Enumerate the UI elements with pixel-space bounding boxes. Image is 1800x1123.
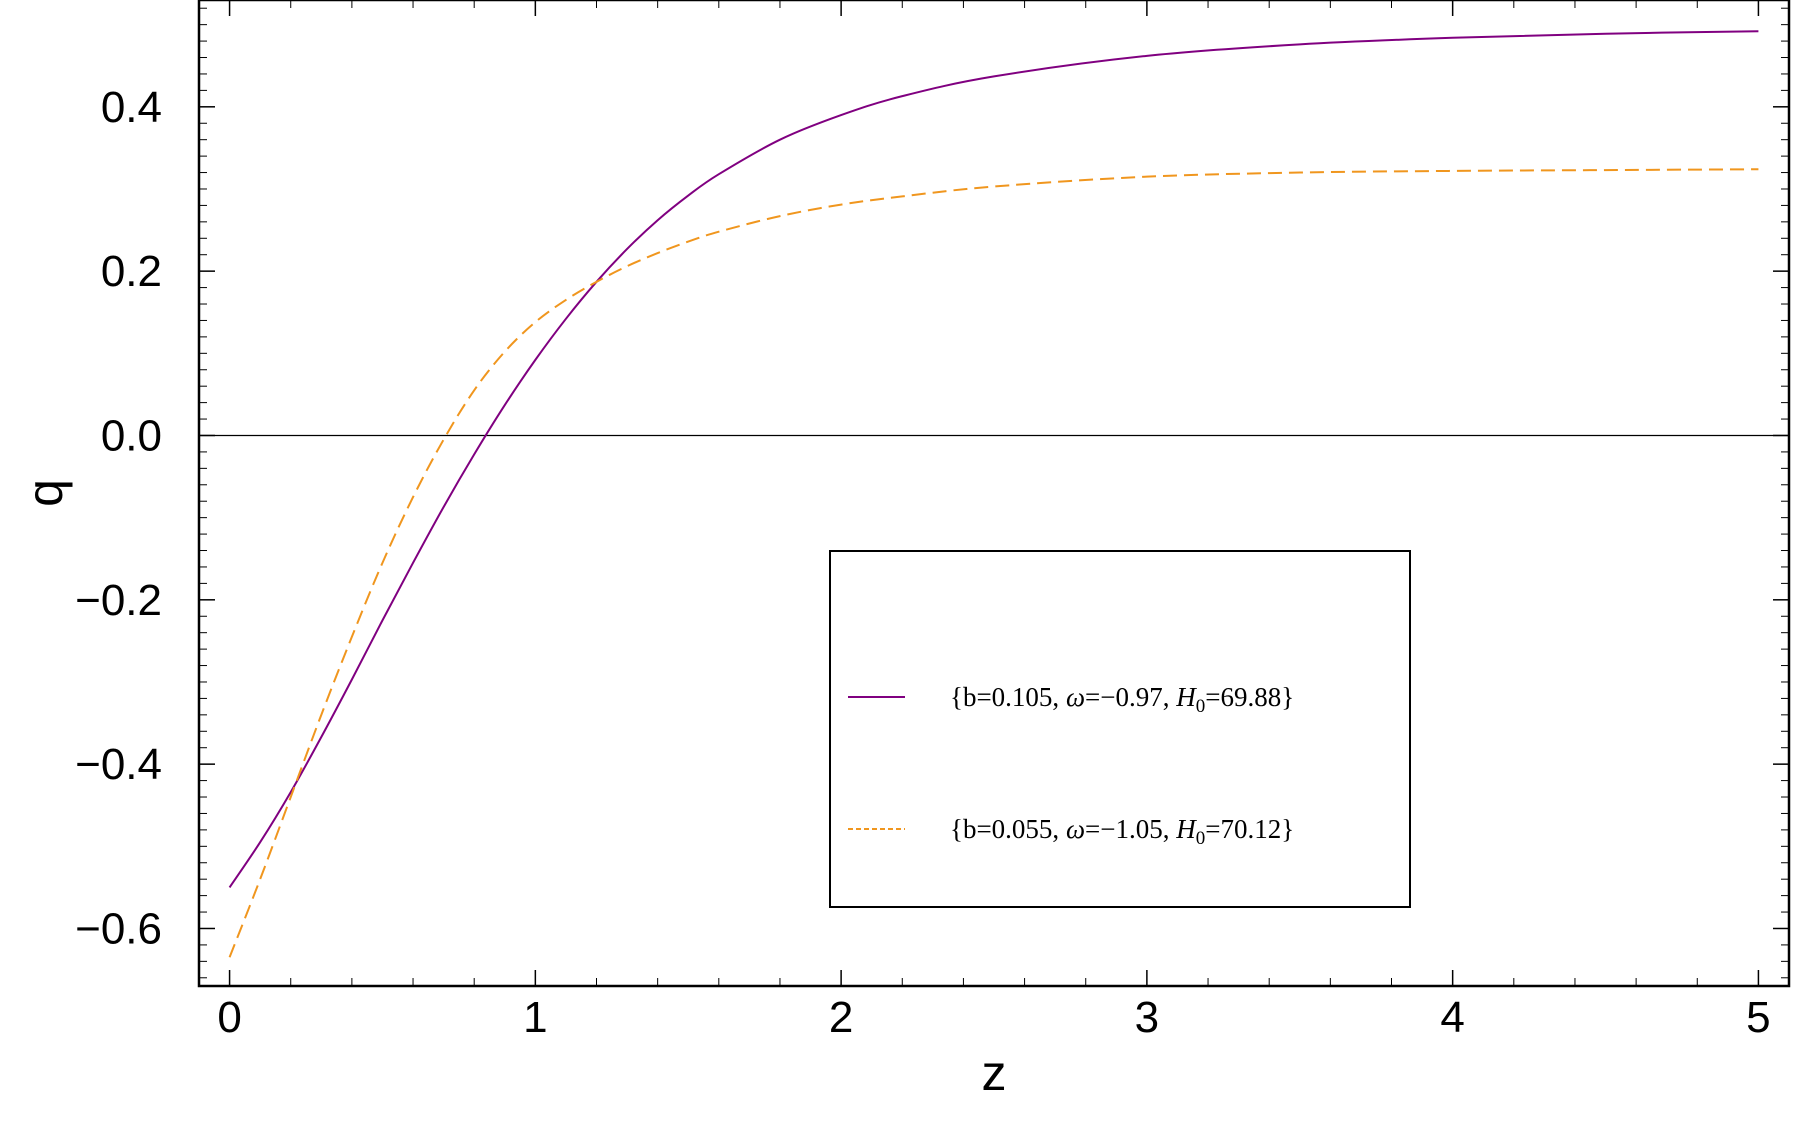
legend-entry-1: {b=0.055, ω=−1.05, H0=70.12} — [950, 814, 1294, 849]
plot-frame — [197, 0, 1791, 988]
x-tick-label: 5 — [1746, 993, 1770, 1042]
legend: {b=0.105, ω=−0.97, H0=69.88} {b=0.055, ω… — [829, 550, 1411, 908]
y-tick-label: 0.4 — [101, 83, 162, 132]
x-tick-label: 3 — [1135, 993, 1159, 1042]
y-tick-label: −0.6 — [75, 904, 162, 953]
x-tick-label: 2 — [829, 993, 853, 1042]
legend-entry-0: {b=0.105, ω=−0.97, H0=69.88} — [950, 682, 1294, 717]
y-tick-label: −0.4 — [75, 740, 162, 789]
x-axis-title: z — [982, 1045, 1007, 1101]
series-line-0 — [228, 30, 1759, 888]
y-tick-labels: −0.6 −0.4 −0.2 0.0 0.2 0.4 — [75, 83, 162, 954]
y-tick-label: 0.0 — [101, 411, 162, 460]
x-tick-label: 4 — [1440, 993, 1464, 1042]
x-tick-label: 1 — [523, 993, 547, 1042]
minor-ticks — [199, 0, 1789, 986]
x-tick-labels: 0 1 2 3 4 5 — [217, 993, 1770, 1042]
series-layer — [228, 30, 1759, 958]
x-tick-label: 0 — [217, 993, 241, 1042]
y-axis-title: q — [17, 479, 73, 507]
legend-box — [829, 550, 1411, 908]
y-tick-label: 0.2 — [101, 247, 162, 296]
series-line-1 — [228, 168, 1759, 958]
y-tick-label: −0.2 — [75, 576, 162, 625]
